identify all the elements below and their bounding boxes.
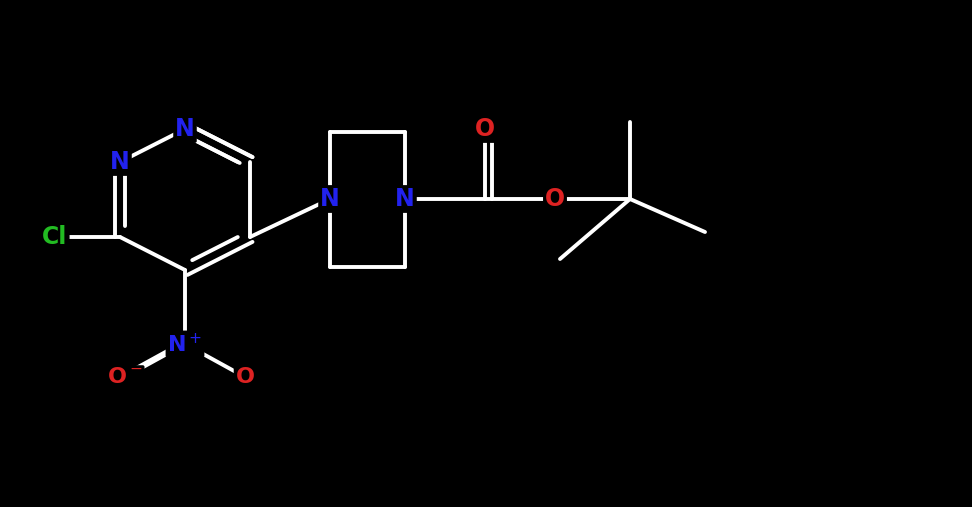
Text: O$^-$: O$^-$ bbox=[107, 367, 143, 387]
Text: O: O bbox=[475, 117, 495, 141]
Text: N$^+$: N$^+$ bbox=[167, 333, 202, 355]
Text: O: O bbox=[545, 187, 565, 211]
Text: N: N bbox=[396, 187, 415, 211]
Text: O: O bbox=[235, 367, 255, 387]
Text: Cl: Cl bbox=[43, 225, 68, 249]
Text: N: N bbox=[110, 150, 130, 174]
Text: N: N bbox=[175, 117, 194, 141]
Text: N: N bbox=[320, 187, 340, 211]
